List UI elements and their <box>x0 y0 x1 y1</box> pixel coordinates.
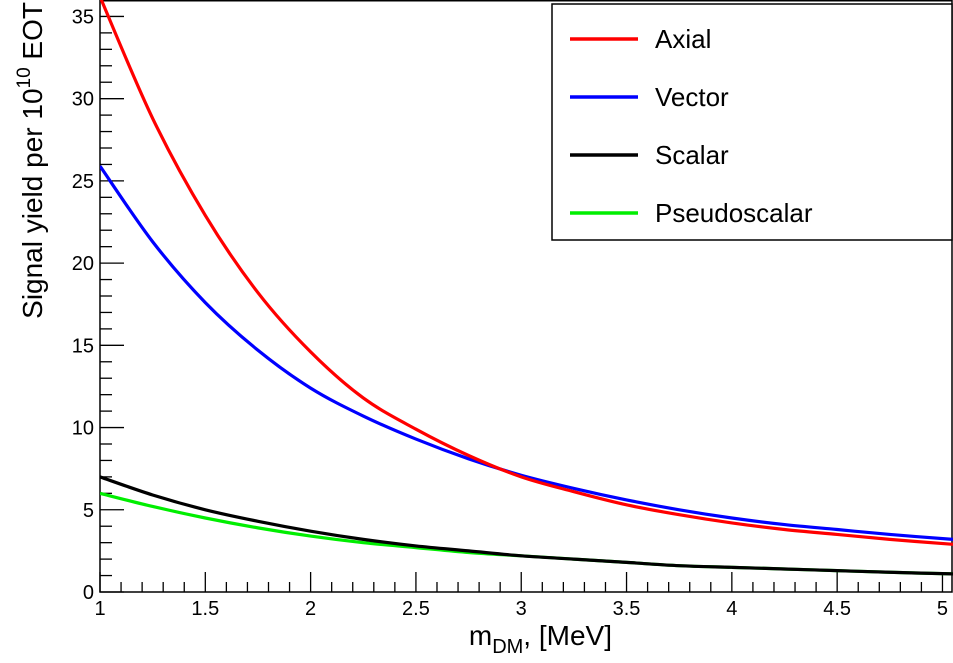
y-title-rest: EOT <box>17 2 48 67</box>
series-lines <box>100 0 953 576</box>
y-axis-tick-labels: 0 5 10 15 20 25 30 35 <box>72 6 94 604</box>
legend-entries: Axial Vector Scalar Pseudoscalar <box>570 24 813 228</box>
x-tick-label: 1.5 <box>191 598 219 620</box>
x-axis-title: mDM, [MeV] <box>469 620 612 658</box>
y-tick-label: 0 <box>83 582 94 604</box>
x-tick-label: 4.5 <box>823 598 851 620</box>
legend-label: Scalar <box>655 140 729 170</box>
y-tick-label: 10 <box>72 418 94 440</box>
y-tick-label: 30 <box>72 89 94 111</box>
x-axis-tick-labels: 1 1.5 2 2.5 3 3.5 4 4.5 5 <box>94 598 948 620</box>
x-title-main: m <box>469 620 492 651</box>
y-tick-label: 5 <box>83 500 94 522</box>
y-title-sup: 10 <box>14 67 35 88</box>
y-tick-label: 20 <box>72 253 94 275</box>
x-tick-label: 2 <box>305 598 316 620</box>
x-tick-label: 4 <box>726 598 737 620</box>
legend: Axial Vector Scalar Pseudoscalar <box>551 3 953 241</box>
y-axis-ticks <box>100 0 124 593</box>
y-tick-label: 25 <box>72 171 94 193</box>
legend-label: Pseudoscalar <box>655 198 813 228</box>
x-tick-label: 1 <box>94 598 105 620</box>
legend-box <box>551 3 953 241</box>
x-title-sub: DM <box>492 636 523 658</box>
y-title-main: Signal yield per 10 <box>17 88 48 318</box>
x-tick-label: 5 <box>937 598 948 620</box>
x-axis-ticks <box>99 572 944 592</box>
y-tick-label: 35 <box>72 6 94 28</box>
legend-entry-axial: Axial <box>570 24 711 54</box>
x-tick-label: 3.5 <box>613 598 641 620</box>
legend-label: Axial <box>655 24 711 54</box>
legend-entry-scalar: Scalar <box>570 140 729 170</box>
x-title-rest: , [MeV] <box>523 620 612 651</box>
legend-entry-vector: Vector <box>570 82 729 112</box>
series-line-axial <box>100 0 953 546</box>
legend-label: Vector <box>655 82 729 112</box>
x-tick-label: 2.5 <box>402 598 430 620</box>
y-tick-label: 15 <box>72 335 94 357</box>
x-tick-label: 3 <box>516 598 527 620</box>
series-line-scalar <box>100 475 953 576</box>
y-axis-title: Signal yield per 1010 EOT <box>14 2 48 319</box>
legend-entry-pseudoscalar: Pseudoscalar <box>570 198 813 228</box>
